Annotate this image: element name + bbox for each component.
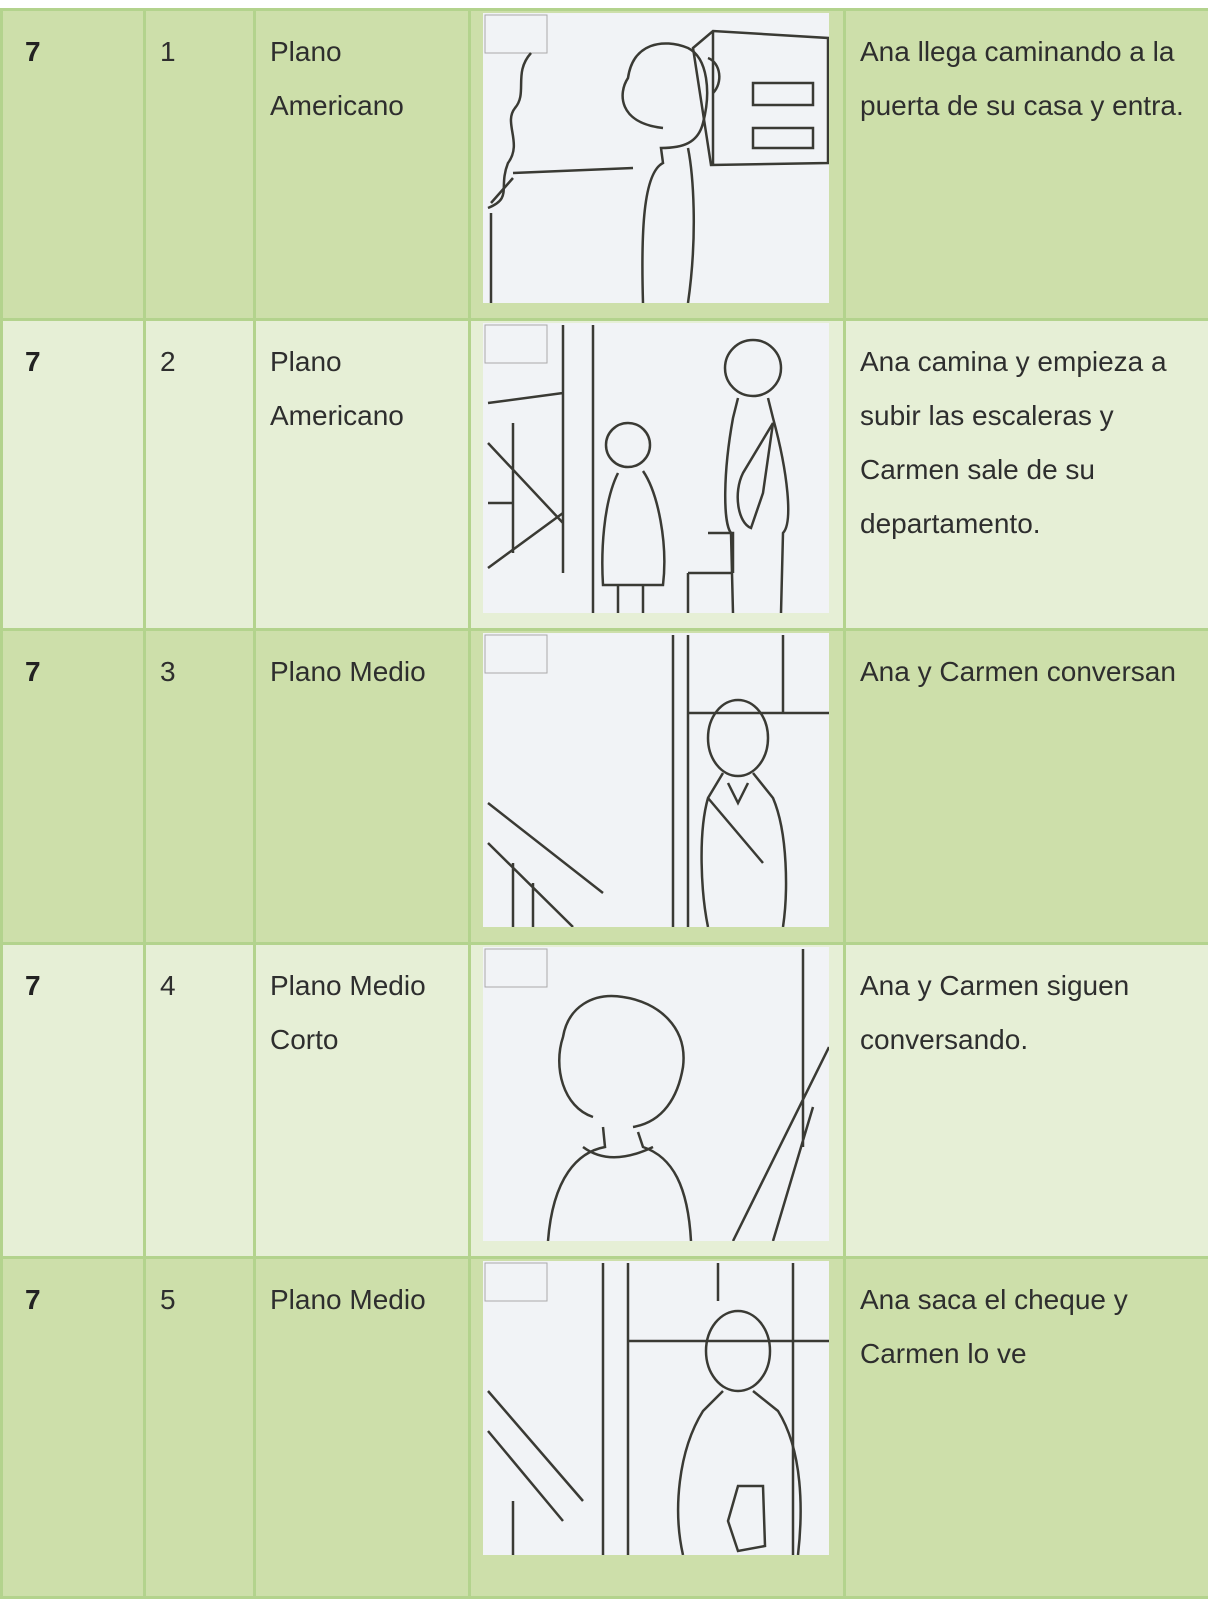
sketch bbox=[483, 323, 829, 613]
scene: 7 bbox=[2, 10, 145, 320]
row: 7 1 Plano Americano Ana llega caminando … bbox=[2, 10, 1208, 320]
shot: 2 bbox=[145, 320, 255, 630]
shot-type: Plano Medio bbox=[255, 1258, 470, 1598]
scene: 7 bbox=[2, 320, 145, 630]
scene: 7 bbox=[2, 630, 145, 944]
description: Ana saca el cheque y Carmen lo ve bbox=[845, 1258, 1208, 1598]
shot: 4 bbox=[145, 944, 255, 1258]
description: Ana y Carmen conversan bbox=[845, 630, 1208, 944]
sketch-cell bbox=[470, 320, 845, 630]
sketch-cell bbox=[470, 10, 845, 320]
sketch-cell bbox=[470, 630, 845, 944]
row: 7 2 Plano Americano Ana camina y empieza… bbox=[2, 320, 1208, 630]
storyboard-table: 7 1 Plano Americano Ana llega caminando … bbox=[0, 8, 1208, 1599]
row: 7 4 Plano Medio Corto Ana y Carmen sigue… bbox=[2, 944, 1208, 1258]
sketch-cell bbox=[470, 1258, 845, 1598]
sketch bbox=[483, 633, 829, 927]
shot-type: Plano Medio Corto bbox=[255, 944, 470, 1258]
scene: 7 bbox=[2, 1258, 145, 1598]
scene: 7 bbox=[2, 944, 145, 1258]
sketch bbox=[483, 947, 829, 1241]
sketch bbox=[483, 13, 829, 303]
shot-type: Plano Medio bbox=[255, 630, 470, 944]
shot: 5 bbox=[145, 1258, 255, 1598]
sketch-cell bbox=[470, 944, 845, 1258]
description: Ana y Carmen siguen conversando. bbox=[845, 944, 1208, 1258]
description: Ana camina y empieza a subir las escaler… bbox=[845, 320, 1208, 630]
shot: 1 bbox=[145, 10, 255, 320]
description: Ana llega caminando a la puerta de su ca… bbox=[845, 10, 1208, 320]
shot-type: Plano Americano bbox=[255, 10, 470, 320]
sketch bbox=[483, 1261, 829, 1555]
row: 7 5 Plano Medio Ana saca el cheque y Car… bbox=[2, 1258, 1208, 1598]
shot-type: Plano Americano bbox=[255, 320, 470, 630]
row: 7 3 Plano Medio Ana y Carmen conversan bbox=[2, 630, 1208, 944]
shot: 3 bbox=[145, 630, 255, 944]
